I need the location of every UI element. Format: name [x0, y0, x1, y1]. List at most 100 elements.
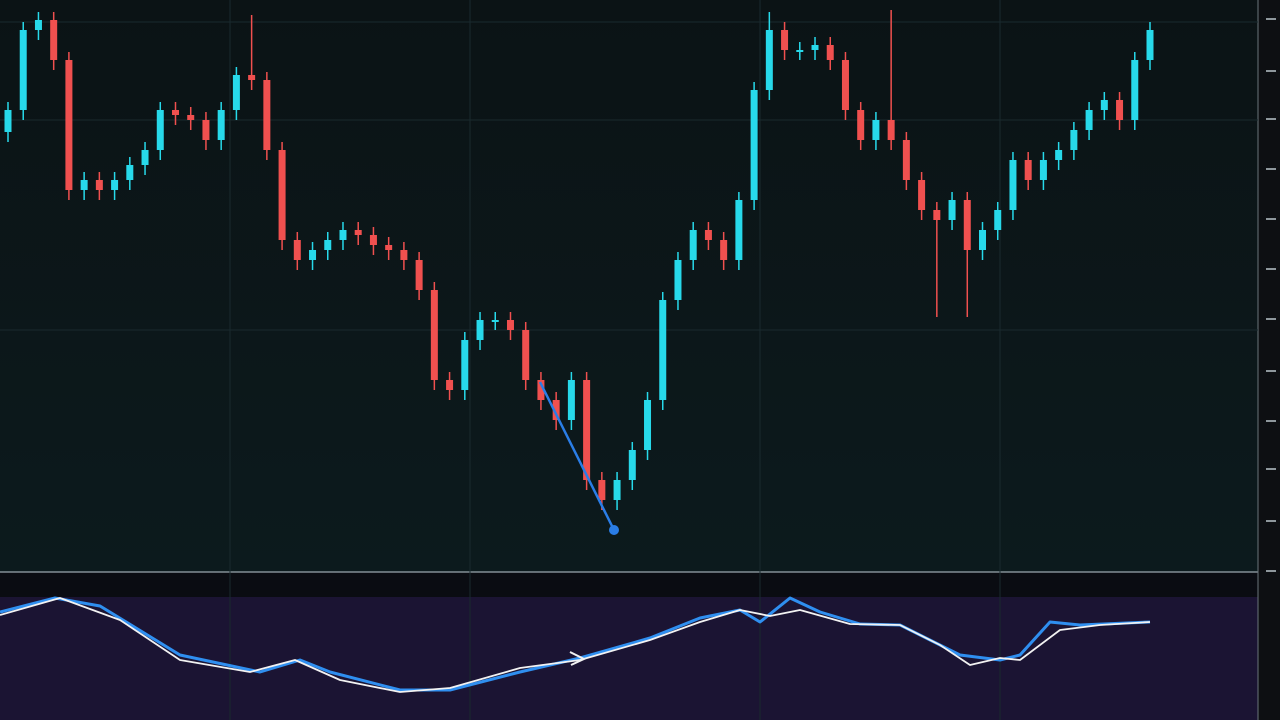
panel-gap: [0, 572, 1258, 597]
candle-body: [1085, 110, 1093, 130]
candle-body: [385, 245, 393, 250]
axis-tick: [1266, 118, 1276, 120]
candle-body: [750, 90, 758, 200]
candle-body: [659, 300, 667, 400]
candle-body: [781, 30, 789, 50]
candle-body: [476, 320, 484, 340]
candle-body: [4, 110, 12, 132]
candle-body: [872, 120, 880, 140]
candle-body: [415, 260, 423, 290]
candle-body: [963, 200, 971, 250]
candle-body: [34, 20, 42, 30]
drawn-trendline: [538, 381, 614, 527]
axis-tick: [1266, 318, 1276, 320]
axis-tick: [1266, 218, 1276, 220]
candle-body: [704, 230, 712, 240]
axis-tick: [1266, 18, 1276, 20]
candle-body: [857, 110, 865, 140]
candle-body: [628, 450, 636, 480]
candle-body: [583, 380, 591, 480]
candle-body: [537, 380, 545, 400]
candle-body: [826, 45, 834, 60]
candle-body: [263, 80, 271, 150]
candle-body: [50, 20, 58, 60]
candle-body: [369, 235, 377, 245]
candle-body: [446, 380, 454, 390]
arrow-annotation: [569, 651, 587, 666]
axis-tick: [1266, 420, 1276, 422]
candle-body: [491, 320, 499, 322]
price-panel: [0, 0, 1258, 572]
candle-body: [339, 230, 347, 240]
candle-body: [765, 30, 773, 90]
candle-body: [111, 180, 119, 190]
candle-body: [887, 120, 895, 140]
candle-body: [1070, 130, 1078, 150]
candle-body: [567, 380, 575, 420]
right-axis-strip: [1258, 0, 1280, 720]
candle-body: [948, 200, 956, 220]
candle-body: [613, 480, 621, 500]
candle-body: [918, 180, 926, 210]
axis-tick: [1266, 468, 1276, 470]
candle-body: [309, 250, 317, 260]
axis-ticks: [1266, 18, 1276, 572]
candle-body: [735, 200, 743, 260]
candle-body: [354, 230, 362, 235]
candle-body: [1146, 30, 1154, 60]
candle-body: [95, 180, 103, 190]
trendline-handle: [609, 525, 619, 535]
candle-body: [1039, 160, 1047, 180]
axis-tick: [1266, 520, 1276, 522]
candle-body: [1055, 150, 1063, 160]
oscillator-line: [0, 596, 1151, 692]
candle-body: [1009, 160, 1017, 210]
candles: [4, 10, 1154, 510]
candle-body: [202, 120, 210, 140]
candle-body: [293, 240, 301, 260]
candle-body: [994, 210, 1002, 230]
oscillator-panel: [0, 597, 1258, 720]
candle-body: [1100, 100, 1108, 110]
candle-body: [80, 180, 88, 190]
candle-body: [979, 230, 987, 250]
candle-body: [1116, 100, 1124, 120]
candle-body: [811, 45, 819, 50]
candle-body: [65, 60, 73, 190]
candle-body: [644, 400, 652, 450]
candle-body: [522, 330, 530, 380]
candle-body: [902, 140, 910, 180]
candle-body: [232, 75, 240, 110]
axis-tick: [1266, 168, 1276, 170]
candle-body: [506, 320, 514, 330]
candle-body: [461, 340, 469, 390]
candle-body: [400, 250, 408, 260]
candle-body: [126, 165, 134, 180]
oscillator: [0, 596, 1151, 693]
candle-body: [141, 150, 149, 165]
candle-body: [841, 60, 849, 110]
candle-body: [248, 75, 256, 80]
candle-body: [933, 210, 941, 220]
candle-body: [156, 110, 164, 150]
candle-body: [689, 230, 697, 260]
candle-body: [187, 115, 195, 120]
candle-body: [598, 480, 606, 500]
candle-body: [217, 110, 225, 140]
oscillator-line: [0, 597, 1151, 693]
candle-body: [674, 260, 682, 300]
candle-body: [324, 240, 332, 250]
axis-tick: [1266, 570, 1276, 572]
candle-body: [796, 50, 804, 52]
candle-body: [171, 110, 179, 115]
candle-body: [430, 290, 438, 380]
candle-body: [278, 150, 286, 240]
axis-tick: [1266, 268, 1276, 270]
candle-body: [720, 240, 728, 260]
candle-body: [1024, 160, 1032, 180]
axis-tick: [1266, 370, 1276, 372]
candle-body: [1131, 60, 1139, 120]
